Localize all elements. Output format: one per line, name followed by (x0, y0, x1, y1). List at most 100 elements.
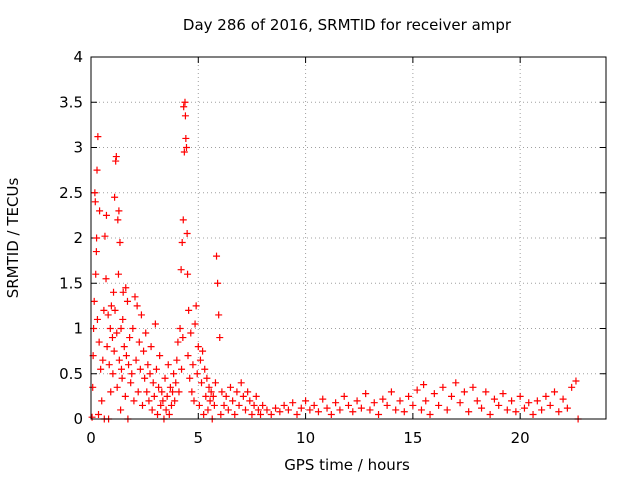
data-point (302, 397, 310, 405)
data-point (98, 397, 106, 405)
data-point (176, 325, 184, 332)
data-point (150, 392, 158, 400)
data-point (121, 392, 129, 400)
data-point (96, 207, 104, 215)
data-point (107, 302, 115, 310)
data-point (263, 406, 271, 414)
data-point (116, 239, 124, 247)
data-point (448, 392, 455, 400)
data-point (119, 288, 127, 296)
data-point (422, 397, 430, 405)
data-point (166, 383, 174, 391)
data-point (204, 406, 212, 414)
data-point (529, 410, 537, 418)
data-point (216, 334, 224, 342)
chart-title: Day 286 of 2016, SRMTID for receiver amp… (183, 16, 512, 34)
data-point (426, 410, 434, 418)
data-point (218, 388, 226, 396)
data-point (122, 284, 130, 292)
data-point (99, 356, 107, 364)
data-point (568, 383, 576, 391)
data-point (572, 377, 580, 385)
data-point (114, 270, 122, 278)
data-point (195, 401, 203, 409)
data-point (478, 404, 486, 412)
data-point (187, 329, 195, 337)
data-point (272, 404, 280, 412)
data-point (435, 401, 443, 409)
data-point (215, 311, 223, 319)
data-point (196, 356, 204, 364)
data-point (396, 397, 404, 405)
data-point (174, 338, 182, 346)
data-point (152, 365, 160, 373)
data-point (184, 352, 192, 360)
data-point (110, 347, 118, 355)
data-point (139, 401, 146, 409)
data-point (125, 361, 133, 369)
y-tick-label: 2 (73, 229, 83, 247)
data-point (205, 383, 213, 391)
data-point (439, 383, 447, 391)
data-point (144, 361, 152, 369)
data-point (370, 399, 378, 407)
data-point (310, 401, 318, 409)
data-point (340, 392, 348, 400)
grid (91, 57, 606, 419)
data-points (88, 98, 582, 423)
data-point (154, 410, 162, 418)
data-point (159, 397, 167, 405)
data-point (114, 216, 122, 224)
x-tick-label: 15 (403, 429, 422, 447)
data-point (202, 392, 210, 400)
data-point (148, 406, 156, 414)
data-point (117, 365, 125, 373)
data-point (175, 388, 183, 396)
data-point (105, 361, 113, 369)
data-point (237, 379, 245, 387)
data-point (379, 395, 387, 403)
data-point (306, 406, 314, 414)
data-point (151, 320, 159, 328)
data-point (486, 410, 494, 418)
data-point (156, 352, 164, 360)
y-axis-label: SRMTID / TECUs (4, 178, 22, 299)
data-point (106, 325, 114, 332)
data-point (181, 98, 189, 106)
data-point (190, 397, 198, 405)
data-point (211, 379, 219, 387)
data-point (400, 408, 408, 416)
data-point (117, 406, 125, 414)
data-point (235, 401, 243, 409)
data-point (327, 410, 335, 418)
data-point (499, 390, 507, 398)
data-point (207, 388, 215, 396)
data-point (405, 392, 413, 400)
data-point (297, 404, 305, 412)
data-point (332, 399, 340, 407)
data-point (465, 408, 473, 416)
data-point (551, 388, 558, 396)
data-point (100, 306, 108, 314)
data-point (179, 334, 187, 342)
data-point (224, 406, 232, 414)
data-point (102, 275, 110, 283)
data-point (113, 383, 121, 391)
data-point (495, 401, 503, 409)
data-point (217, 410, 225, 418)
data-point (173, 356, 181, 364)
x-tick-label: 5 (194, 429, 204, 447)
data-point (252, 392, 260, 400)
data-point (533, 397, 541, 405)
data-point (93, 166, 101, 174)
data-point (563, 404, 571, 412)
data-point (90, 297, 98, 305)
data-point (149, 379, 157, 387)
data-point (178, 239, 186, 247)
data-point (233, 388, 241, 396)
data-point (254, 406, 262, 414)
data-point (146, 370, 154, 378)
data-point (132, 356, 140, 364)
data-point (172, 379, 180, 387)
data-point (538, 406, 546, 414)
